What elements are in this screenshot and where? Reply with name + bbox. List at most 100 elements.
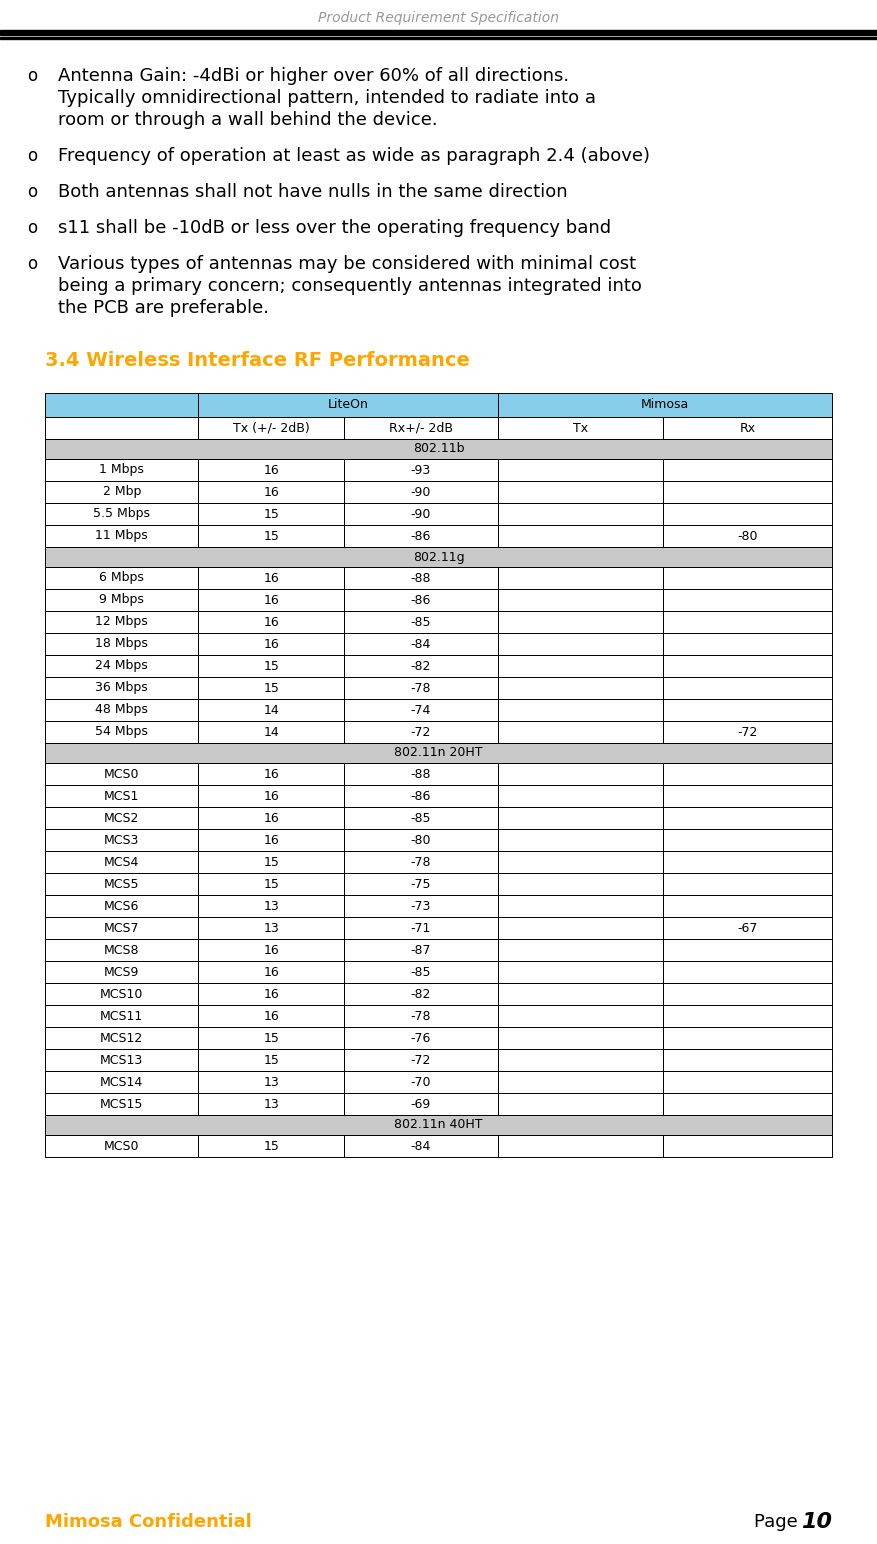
Bar	[45, 784, 198, 808]
Text: Antenna Gain: -4dBi or higher over 60% of all directions.: Antenna Gain: -4dBi or higher over 60% o…	[58, 66, 569, 85]
Text: -86: -86	[410, 593, 431, 607]
Bar	[198, 1027, 344, 1048]
Bar	[198, 503, 344, 525]
Bar	[198, 939, 344, 960]
Text: -72: -72	[738, 726, 758, 738]
Bar	[497, 482, 663, 503]
Bar	[344, 851, 497, 872]
Bar	[45, 655, 198, 676]
Bar	[198, 917, 344, 939]
Text: 36 Mbps: 36 Mbps	[96, 681, 148, 695]
Bar	[344, 939, 497, 960]
Text: 16: 16	[263, 767, 279, 781]
Bar	[45, 438, 832, 459]
Bar	[344, 917, 497, 939]
Text: 16: 16	[263, 571, 279, 585]
Text: 16: 16	[263, 834, 279, 846]
Bar	[198, 525, 344, 547]
Text: MCS3: MCS3	[104, 834, 139, 846]
Text: -76: -76	[410, 1031, 431, 1044]
Bar	[497, 1027, 663, 1048]
Text: 15: 15	[263, 508, 279, 520]
Text: s11 shall be -10dB or less over the operating frequency band: s11 shall be -10dB or less over the oper…	[58, 219, 611, 236]
Bar	[45, 611, 198, 633]
Bar	[45, 1048, 198, 1072]
Bar	[198, 633, 344, 655]
Bar	[198, 482, 344, 503]
Bar	[344, 1135, 497, 1156]
Text: MCS0: MCS0	[104, 1139, 139, 1152]
Text: MCS5: MCS5	[104, 877, 139, 891]
Text: 802.11b: 802.11b	[413, 443, 464, 455]
Bar	[663, 459, 832, 482]
Text: 16: 16	[263, 789, 279, 803]
Text: o: o	[27, 255, 37, 273]
Text: 12 Mbps: 12 Mbps	[96, 616, 148, 628]
Bar	[198, 588, 344, 611]
Bar	[663, 939, 832, 960]
Bar	[663, 984, 832, 1005]
Text: Both antennas shall not have nulls in the same direction: Both antennas shall not have nulls in th…	[58, 184, 567, 201]
Bar	[663, 417, 832, 438]
Bar	[198, 655, 344, 676]
Bar	[45, 851, 198, 872]
Text: Tx: Tx	[573, 422, 588, 434]
Text: 13: 13	[263, 1098, 279, 1110]
Bar	[663, 567, 832, 588]
Bar	[344, 588, 497, 611]
Text: -86: -86	[410, 789, 431, 803]
Bar	[45, 960, 198, 984]
Bar	[663, 1072, 832, 1093]
Bar	[663, 611, 832, 633]
Bar	[344, 960, 497, 984]
Bar	[198, 567, 344, 588]
Bar	[497, 917, 663, 939]
Text: 13: 13	[263, 922, 279, 934]
Bar	[344, 699, 497, 721]
Bar	[45, 763, 198, 784]
Text: 802.11n 40HT: 802.11n 40HT	[395, 1118, 482, 1132]
Bar	[45, 917, 198, 939]
Bar	[663, 699, 832, 721]
Bar	[45, 394, 198, 417]
Bar	[497, 525, 663, 547]
Text: -71: -71	[410, 922, 431, 934]
Text: -85: -85	[410, 616, 431, 628]
Bar	[45, 1027, 198, 1048]
Bar	[45, 482, 198, 503]
Text: 15: 15	[263, 855, 279, 868]
Text: 48 Mbps: 48 Mbps	[96, 704, 148, 716]
Text: o: o	[27, 147, 37, 165]
Bar	[663, 763, 832, 784]
Bar	[45, 1115, 832, 1135]
Bar	[45, 743, 832, 763]
Text: MCS15: MCS15	[100, 1098, 144, 1110]
Bar	[497, 633, 663, 655]
Text: 10: 10	[801, 1512, 832, 1532]
Text: -70: -70	[410, 1076, 431, 1089]
Text: 15: 15	[263, 1053, 279, 1067]
Bar	[497, 588, 663, 611]
Bar	[198, 1135, 344, 1156]
Text: -93: -93	[410, 463, 431, 477]
Text: -84: -84	[410, 638, 431, 650]
Text: 14: 14	[263, 726, 279, 738]
Text: 11 Mbps: 11 Mbps	[96, 530, 148, 542]
Text: -74: -74	[410, 704, 431, 716]
Text: -75: -75	[410, 877, 431, 891]
Text: -87: -87	[410, 943, 431, 956]
Text: MCS4: MCS4	[104, 855, 139, 868]
Text: 9 Mbps: 9 Mbps	[99, 593, 144, 607]
Text: Various types of antennas may be considered with minimal cost: Various types of antennas may be conside…	[58, 255, 636, 273]
Text: -78: -78	[410, 681, 431, 695]
Bar	[497, 676, 663, 699]
Text: 16: 16	[263, 638, 279, 650]
Bar	[663, 872, 832, 896]
Bar	[497, 851, 663, 872]
Bar	[344, 633, 497, 655]
Bar	[497, 503, 663, 525]
Bar	[344, 567, 497, 588]
Bar	[663, 655, 832, 676]
Text: Tx (+/- 2dB): Tx (+/- 2dB)	[233, 422, 310, 434]
Text: 15: 15	[263, 877, 279, 891]
